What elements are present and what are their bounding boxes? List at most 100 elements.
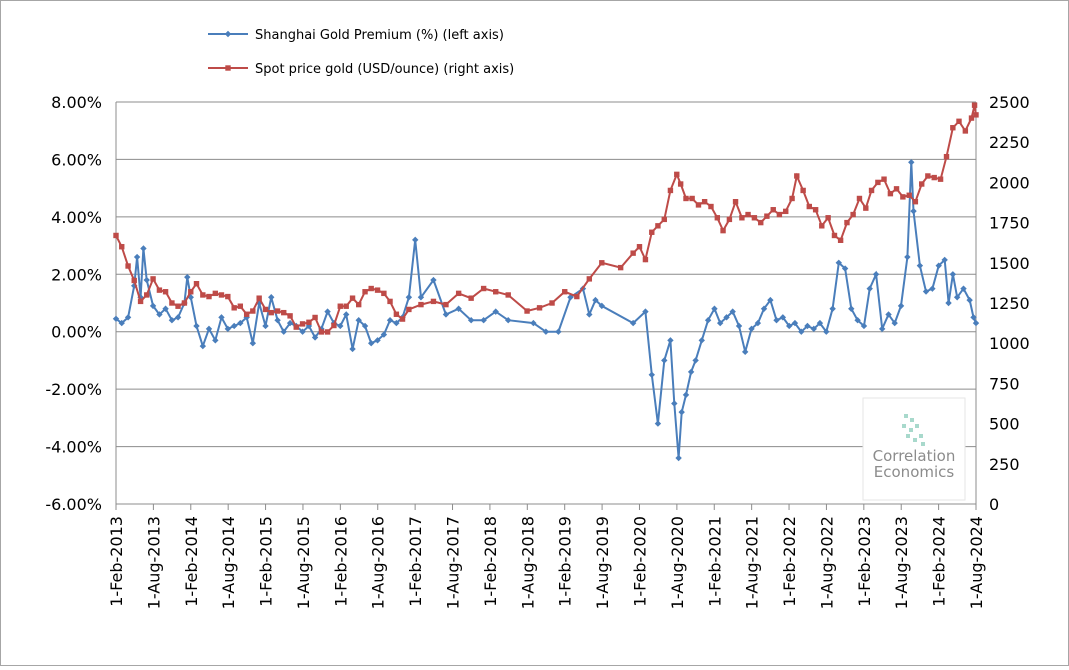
left-axis-tick-label: 8.00% [51, 93, 102, 112]
data-point [655, 223, 661, 229]
data-point [480, 285, 487, 292]
gridlines [116, 101, 976, 505]
data-point [919, 181, 925, 187]
data-point [751, 215, 758, 221]
data-point [708, 203, 714, 210]
data-point [368, 285, 374, 292]
x-tick-label: 1-Feb-2017 [406, 516, 425, 607]
data-point [878, 325, 886, 333]
data-point [812, 207, 819, 213]
data-point [318, 329, 325, 335]
right-axis-tick-label: 250 [989, 455, 1020, 474]
data-point [929, 285, 936, 292]
data-point [675, 454, 682, 462]
data-point [280, 328, 287, 335]
data-point [212, 290, 219, 297]
data-point [262, 306, 269, 313]
legend-item: Shanghai Gold Premium (%) (left axis) [208, 28, 504, 43]
data-point [764, 213, 770, 219]
right-axis-tick-label: 500 [989, 415, 1020, 434]
data-point [112, 315, 120, 322]
data-point [966, 296, 973, 304]
data-point [299, 321, 306, 327]
axes [115, 102, 977, 504]
x-axis-ticks: 1-Feb-2013 1-Aug-2013 1-Feb-2014 1-Aug-2014… [107, 504, 986, 609]
data-point [374, 287, 381, 293]
right-axis-tick-label: 750 [989, 374, 1020, 393]
data-point [671, 400, 678, 407]
data-point [480, 317, 487, 324]
data-point [193, 322, 200, 330]
data-point [144, 292, 150, 298]
data-point [678, 408, 685, 416]
data-point [931, 174, 937, 181]
x-tick-label: 1-Feb-2014 [182, 516, 201, 607]
x-tick-label: 1-Feb-2022 [780, 516, 799, 607]
data-point [937, 176, 944, 182]
data-point [574, 293, 580, 300]
data-point [140, 245, 147, 252]
data-point [492, 308, 499, 315]
data-point [831, 232, 838, 239]
data-point [243, 311, 250, 317]
data-point [723, 314, 730, 321]
data-point [950, 125, 956, 131]
data-point [748, 325, 755, 333]
data-point [231, 305, 237, 311]
data-point [287, 313, 293, 319]
data-point [331, 322, 337, 329]
right-axis-tick-label: 2000 [989, 173, 1030, 192]
data-point [281, 309, 287, 316]
data-point [156, 287, 163, 293]
data-point [841, 265, 849, 272]
data-point [701, 198, 708, 205]
data-point [206, 293, 212, 300]
data-point [542, 328, 550, 335]
data-point [150, 276, 156, 282]
watermark-line2: Economics [874, 463, 955, 481]
data-point [443, 301, 449, 308]
data-point [729, 308, 736, 315]
data-point [586, 311, 593, 318]
data-point [735, 322, 743, 330]
data-point [430, 276, 437, 284]
data-point [133, 253, 141, 261]
data-point [143, 276, 150, 284]
data-point [187, 294, 194, 301]
data-point [237, 319, 244, 327]
data-point [367, 340, 375, 347]
right-axis-tick-label: 1000 [989, 334, 1030, 353]
data-point [636, 244, 643, 250]
data-point [968, 115, 975, 121]
data-point [505, 317, 512, 324]
data-point [274, 317, 281, 324]
watermark-line1: Correlation [873, 447, 956, 465]
data-point [188, 289, 194, 295]
data-point [642, 256, 649, 263]
data-point [661, 216, 667, 223]
x-tick-label: 1-Feb-2016 [331, 516, 350, 607]
data-point [306, 319, 312, 325]
left-axis-tick-label: 6.00% [51, 150, 102, 169]
data-point [741, 348, 749, 356]
data-point [399, 316, 406, 322]
data-point [714, 215, 721, 221]
data-point [199, 342, 207, 350]
data-point [868, 187, 875, 194]
data-point [835, 259, 842, 266]
data-point [692, 357, 699, 364]
data-point [760, 305, 768, 312]
data-point [881, 176, 887, 182]
data-point [181, 300, 188, 306]
legend-swatch-marker [225, 65, 231, 71]
data-point [860, 322, 868, 330]
data-point [789, 195, 795, 202]
data-point [530, 319, 537, 327]
data-point [912, 198, 919, 205]
legend-swatch-marker [224, 30, 232, 38]
data-point [949, 271, 957, 278]
data-point [374, 337, 381, 344]
series-line [115, 104, 977, 333]
data-point [212, 337, 219, 344]
x-tick-label: 1-Aug-2019 [593, 516, 612, 609]
